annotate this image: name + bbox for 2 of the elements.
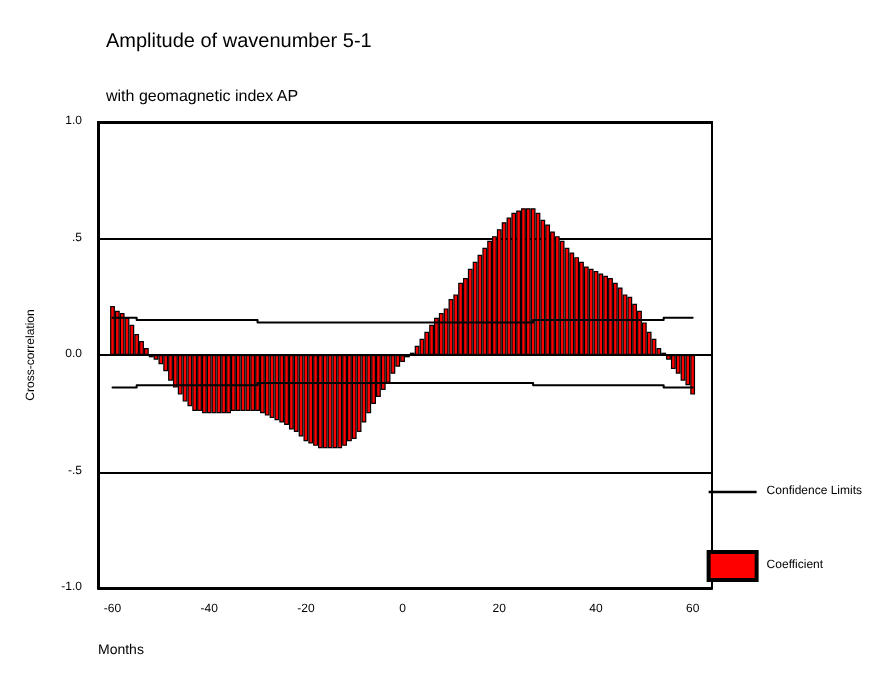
- chart-title: Amplitude of wavenumber 5-1: [106, 31, 373, 53]
- chart-subtitle: with geomagnetic index AP: [104, 87, 299, 105]
